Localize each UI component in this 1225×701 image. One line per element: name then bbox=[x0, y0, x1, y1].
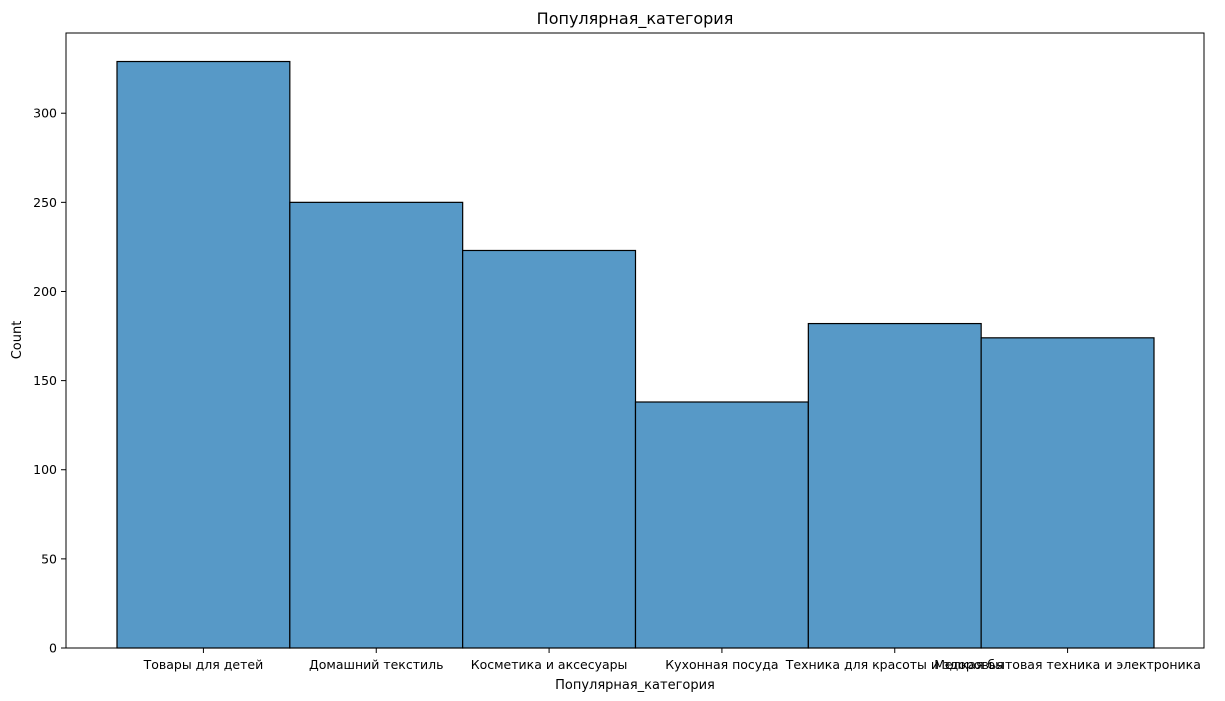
x-tick-label: Техника для красоты и здоровья bbox=[785, 657, 1004, 672]
y-tick-label: 50 bbox=[41, 551, 57, 566]
bars-group bbox=[116, 60, 1155, 649]
x-axis-label: Популярная_категория bbox=[555, 678, 715, 693]
y-tick-label: 300 bbox=[33, 106, 57, 121]
x-tick-label: Мелкая бытовая техника и электроника bbox=[934, 657, 1201, 672]
y-axis-label: Count bbox=[10, 321, 25, 360]
bar-6 bbox=[980, 337, 1155, 649]
x-tick-label: Косметика и аксесуары bbox=[471, 657, 628, 672]
x-tick-label: Домашний текстиль bbox=[309, 657, 444, 672]
x-axis: Товары для детей Домашний текстиль Космети… bbox=[143, 648, 1201, 672]
bar-1 bbox=[116, 60, 291, 649]
plot-frame bbox=[65, 32, 1205, 649]
y-tick-label: 100 bbox=[33, 462, 57, 477]
x-tick-label: Товары для детей bbox=[143, 657, 264, 672]
y-axis: 0 50 100 150 200 250 300 bbox=[33, 106, 66, 656]
y-tick-label: 0 bbox=[49, 641, 57, 656]
y-tick-label: 150 bbox=[33, 373, 57, 388]
bar-3 bbox=[462, 249, 637, 649]
x-tick-label: Кухонная посуда bbox=[665, 657, 778, 672]
chart-title: Популярная_категория bbox=[537, 9, 734, 29]
y-tick-label: 200 bbox=[33, 284, 57, 299]
y-tick-label: 250 bbox=[33, 195, 57, 210]
bar-5 bbox=[807, 322, 982, 649]
bar-2 bbox=[289, 201, 464, 649]
bar-4 bbox=[634, 401, 809, 649]
